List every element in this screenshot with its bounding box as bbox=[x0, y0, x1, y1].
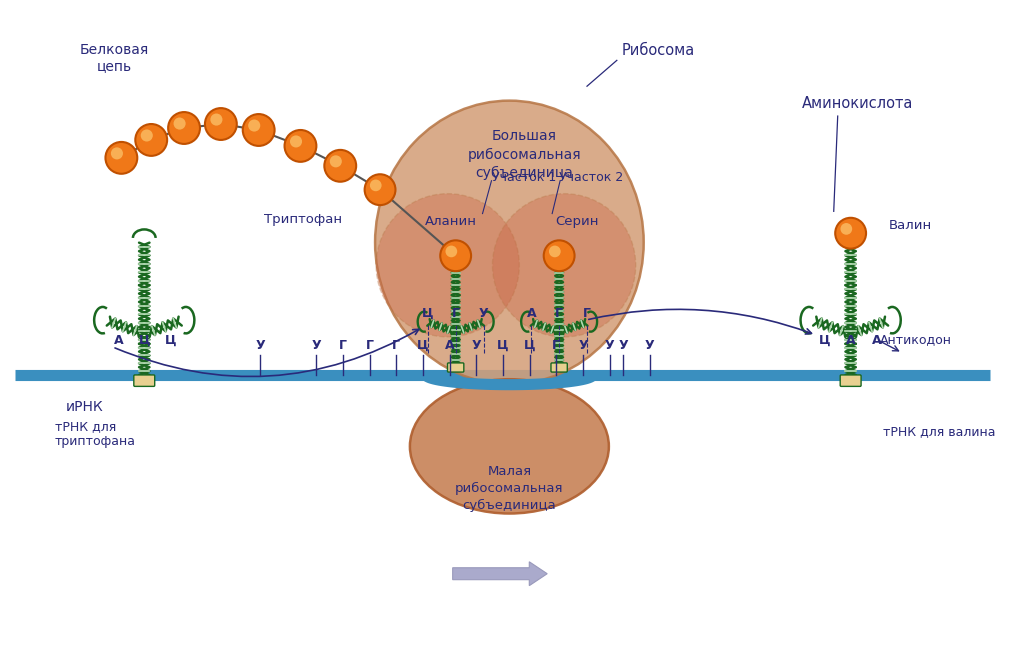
Ellipse shape bbox=[375, 101, 644, 384]
FancyArrow shape bbox=[453, 562, 547, 586]
Text: Серин: Серин bbox=[555, 215, 599, 228]
Circle shape bbox=[135, 124, 167, 156]
Text: А: А bbox=[114, 334, 123, 347]
Text: Г: Г bbox=[366, 339, 374, 352]
Circle shape bbox=[544, 240, 574, 271]
Text: тРНК для валина: тРНК для валина bbox=[884, 425, 996, 438]
Circle shape bbox=[376, 193, 519, 337]
Text: У: У bbox=[618, 339, 628, 352]
Text: иРНК: иРНК bbox=[66, 400, 103, 413]
Circle shape bbox=[445, 246, 457, 258]
Text: А: А bbox=[871, 334, 882, 347]
Text: А: А bbox=[526, 307, 537, 320]
Text: У: У bbox=[645, 339, 654, 352]
Circle shape bbox=[493, 193, 636, 337]
Text: У: У bbox=[478, 307, 488, 320]
Text: У: У bbox=[311, 339, 322, 352]
Circle shape bbox=[111, 148, 123, 159]
Circle shape bbox=[290, 135, 302, 148]
Text: Г: Г bbox=[583, 307, 591, 320]
Text: Малая
рибосомальная
субъединица: Малая рибосомальная субъединица bbox=[455, 465, 563, 512]
Text: А: А bbox=[846, 334, 855, 347]
Text: А: А bbox=[444, 339, 455, 352]
Text: У: У bbox=[579, 339, 588, 352]
Text: Белковая
цепь: Белковая цепь bbox=[80, 43, 150, 74]
Circle shape bbox=[285, 130, 316, 162]
Circle shape bbox=[330, 155, 342, 168]
Text: Участок 2: Участок 2 bbox=[559, 171, 624, 184]
Text: Г: Г bbox=[555, 307, 563, 320]
Circle shape bbox=[105, 142, 137, 174]
FancyBboxPatch shape bbox=[447, 363, 464, 372]
Text: Ц: Ц bbox=[498, 339, 509, 352]
Circle shape bbox=[248, 120, 260, 131]
Text: Ц: Ц bbox=[418, 339, 429, 352]
Text: Г: Г bbox=[339, 339, 347, 352]
Circle shape bbox=[836, 218, 866, 248]
Text: Антикодон: Антикодон bbox=[880, 333, 951, 346]
Text: Валин: Валин bbox=[889, 219, 932, 232]
Circle shape bbox=[173, 118, 185, 129]
Text: Ц: Ц bbox=[138, 334, 150, 347]
Circle shape bbox=[205, 108, 237, 140]
FancyBboxPatch shape bbox=[134, 375, 155, 386]
Circle shape bbox=[440, 240, 471, 271]
Text: Ц: Ц bbox=[422, 307, 433, 320]
Circle shape bbox=[325, 150, 356, 182]
Circle shape bbox=[210, 113, 222, 126]
FancyBboxPatch shape bbox=[841, 375, 861, 386]
FancyBboxPatch shape bbox=[551, 363, 567, 372]
Circle shape bbox=[243, 114, 274, 146]
Text: Ц: Ц bbox=[819, 334, 830, 347]
Text: Г: Г bbox=[392, 339, 400, 352]
Text: Большая
рибосомальная
субъединица: Большая рибосомальная субъединица bbox=[468, 129, 582, 181]
Text: Участок 1: Участок 1 bbox=[493, 171, 557, 184]
Circle shape bbox=[841, 223, 852, 235]
Text: Триптофан: Триптофан bbox=[264, 213, 342, 226]
Text: У: У bbox=[605, 339, 614, 352]
Text: У: У bbox=[256, 339, 265, 352]
Text: Ц: Ц bbox=[524, 339, 536, 352]
Text: У: У bbox=[471, 339, 481, 352]
Circle shape bbox=[370, 179, 382, 192]
Text: Аминокислота: Аминокислота bbox=[802, 96, 913, 111]
Text: Г: Г bbox=[552, 339, 560, 352]
Text: тРНК для
триптофана: тРНК для триптофана bbox=[54, 421, 136, 448]
Circle shape bbox=[365, 174, 395, 205]
Text: Ц: Ц bbox=[165, 334, 176, 347]
Circle shape bbox=[168, 112, 200, 144]
Circle shape bbox=[140, 129, 153, 142]
Text: Аланин: Аланин bbox=[425, 215, 477, 228]
Circle shape bbox=[549, 246, 561, 258]
Text: Рибосома: Рибосома bbox=[622, 43, 695, 58]
Ellipse shape bbox=[410, 379, 609, 514]
Text: Г: Г bbox=[452, 307, 460, 320]
